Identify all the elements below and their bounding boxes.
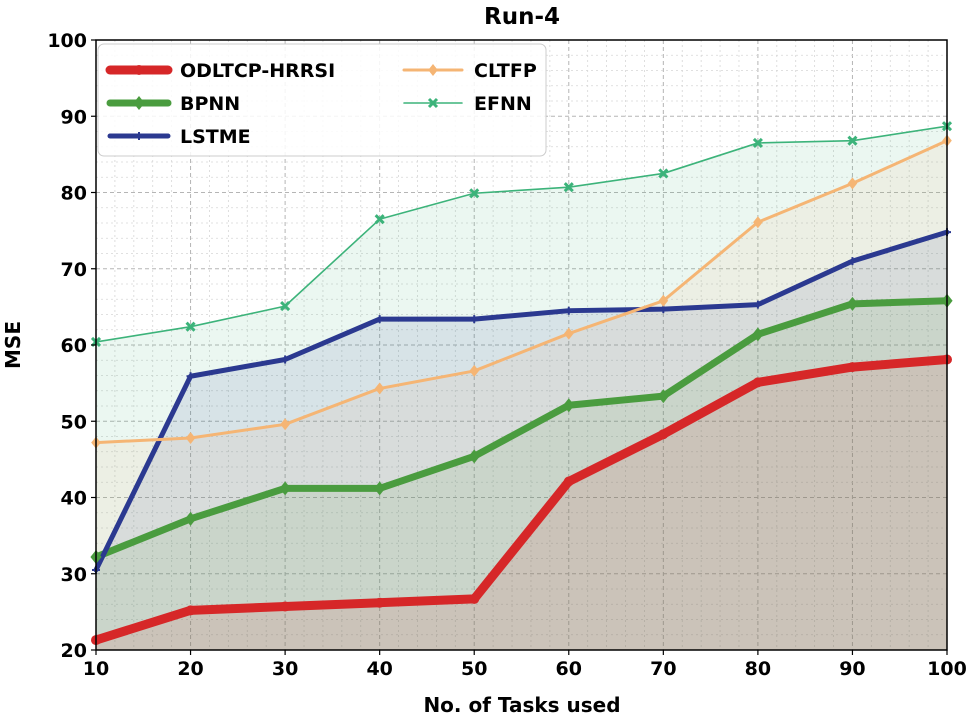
x-tick-label: 10 [83,658,109,680]
data-point-cltfp [563,327,574,340]
chart-title: Run-4 [484,4,560,30]
series-lines [91,125,952,645]
area-bpnn [96,300,947,650]
area-odltcp-hrrsi [96,359,947,650]
data-point-efnn [658,168,669,179]
data-point-bpnn [279,481,291,496]
data-point-lstme [470,315,479,324]
x-tick-label: 60 [556,658,582,680]
series-line-cltfp [94,139,949,445]
y-tick-label: 20 [61,640,87,662]
x-tick-label: 50 [461,658,487,680]
legend: ODLTCP-HRRSI BPNN LSTME CLTFP EFNN [97,43,547,157]
series-line-odltcp-hrrsi [91,354,952,645]
data-point-efnn [752,137,763,148]
data-point-bpnn [184,511,197,526]
data-point-odltcp-hrrsi [563,476,574,487]
data-point-lstme [753,300,762,309]
y-axis-label: MSE [1,321,25,369]
x-tick-label: 100 [927,658,967,680]
data-point-cltfp [185,432,196,445]
data-point-odltcp-hrrsi [752,377,763,388]
legend-marker-odltcp-hrrsi [134,65,144,75]
data-point-bpnn [657,389,669,404]
y-tick-label: 50 [61,411,87,433]
legend-label-odltcp-hrrsi: ODLTCP-HRRSI [180,60,335,82]
series-markers [90,121,953,646]
data-point-cltfp [847,177,858,190]
data-point-lstme [564,306,573,315]
data-point-odltcp-hrrsi [280,601,291,612]
y-tick-label: 30 [61,564,87,586]
y-tick-label: 100 [47,30,87,52]
x-tick-label: 80 [745,658,771,680]
data-point-efnn [847,135,858,146]
y-tick-label: 40 [61,488,87,510]
data-point-efnn [185,321,196,332]
x-axis-label: No. of Tasks used [423,693,620,717]
x-tick-label: 70 [650,658,676,680]
data-point-odltcp-hrrsi [469,593,480,604]
y-tick-label: 90 [61,106,87,128]
legend-marker-bpnn [133,96,145,110]
data-point-efnn [469,188,480,199]
x-tick-label: 20 [177,658,203,680]
x-tick-label: 90 [839,658,865,680]
area-fills [96,126,947,651]
legend-label-efnn: EFNN [474,93,532,115]
data-point-lstme [375,315,384,324]
series-line-bpnn [92,297,951,561]
legend-label-bpnn: BPNN [180,93,240,115]
area-efnn [96,126,947,651]
data-point-odltcp-hrrsi [185,605,196,616]
x-tick-label: 40 [366,658,392,680]
data-point-odltcp-hrrsi [847,362,858,373]
data-point-cltfp [753,216,763,229]
series-line-efnn [95,125,948,343]
data-point-cltfp [469,364,480,377]
series-line-lstme [93,229,950,573]
legend-marker-cltfp [428,64,438,76]
y-tick-label: 70 [61,259,87,281]
data-point-bpnn [563,398,575,413]
y-tick-label: 60 [61,335,87,357]
data-point-lstme [848,257,857,266]
data-point-odltcp-hrrsi [658,429,669,440]
data-point-lstme [281,355,290,364]
data-point-efnn [280,301,291,312]
data-point-efnn [563,182,574,193]
legend-marker-lstme [135,132,143,140]
data-point-bpnn [846,296,859,311]
y-tick-label: 80 [61,183,87,205]
data-point-bpnn [752,327,764,342]
area-lstme [96,232,947,650]
area-cltfp [96,140,947,650]
data-point-lstme [186,372,195,381]
data-point-odltcp-hrrsi [374,597,385,608]
data-point-efnn [374,214,385,225]
legend-marker-efnn [427,97,439,109]
data-point-cltfp [280,418,290,431]
legend-label-lstme: LSTME [180,126,251,148]
data-point-bpnn [468,449,480,464]
data-point-bpnn [374,481,386,496]
data-point-cltfp [658,294,669,307]
legend-label-cltfp: CLTFP [474,60,537,82]
x-tick-label: 30 [272,658,298,680]
data-point-cltfp [374,382,385,395]
